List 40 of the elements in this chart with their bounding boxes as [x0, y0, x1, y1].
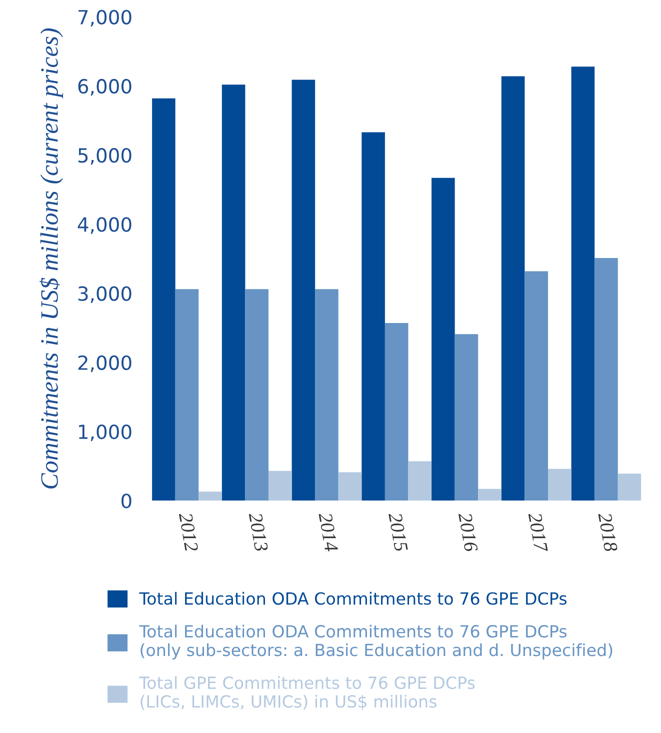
x-tick-label: 2014	[318, 512, 338, 552]
x-tick-label: 2017	[528, 512, 548, 554]
y-tick-label: 2,000	[78, 355, 132, 372]
legend-label: Total GPE Commitments to 76 GPE DCPs (LICs, LIMCs, UMICs) in US$ millions	[139, 676, 475, 710]
bar	[478, 488, 502, 501]
x-tick-label: 2013	[248, 512, 268, 552]
bar	[198, 492, 222, 501]
bar	[571, 66, 595, 501]
legend-label: Total Education ODA Commitments to 76 GPE DCPs (only sub-sectors: a. Basic Education and d. Unspecified)	[139, 624, 612, 660]
bar	[292, 80, 316, 501]
y-tick-label: 3,000	[78, 286, 132, 303]
bar	[594, 258, 618, 501]
bar	[222, 84, 246, 501]
y-tick-label: 7,000	[78, 10, 132, 27]
x-tick-label: 2016	[458, 512, 478, 552]
bar	[432, 178, 455, 501]
y-tick-label: 1,000	[79, 424, 132, 442]
bar	[548, 468, 572, 501]
bar	[384, 323, 408, 501]
y-tick-label: 5,000	[78, 148, 132, 165]
x-tick-label: 2015	[388, 512, 408, 552]
bar	[362, 132, 385, 501]
bar	[338, 472, 362, 501]
bar	[454, 334, 478, 501]
bar	[408, 461, 432, 501]
bar	[524, 271, 548, 501]
bar	[268, 470, 292, 501]
y-tick-label: 6,000	[78, 78, 132, 96]
x-tick-label: 2018	[598, 512, 618, 552]
bar	[152, 98, 176, 501]
x-tick-label: 2012	[178, 512, 198, 552]
bar	[618, 474, 642, 501]
y-axis-title: Commitments in US$ millions (current prices)	[40, 28, 64, 488]
bar	[175, 289, 199, 501]
bar	[315, 289, 338, 501]
bar	[501, 76, 525, 501]
y-tick-label: 0	[121, 494, 132, 508]
y-tick-label: 4,000	[78, 217, 132, 234]
bar	[245, 289, 268, 501]
legend-label: Total Education ODA Commitments to 76 GPE DCPs	[139, 592, 567, 605]
